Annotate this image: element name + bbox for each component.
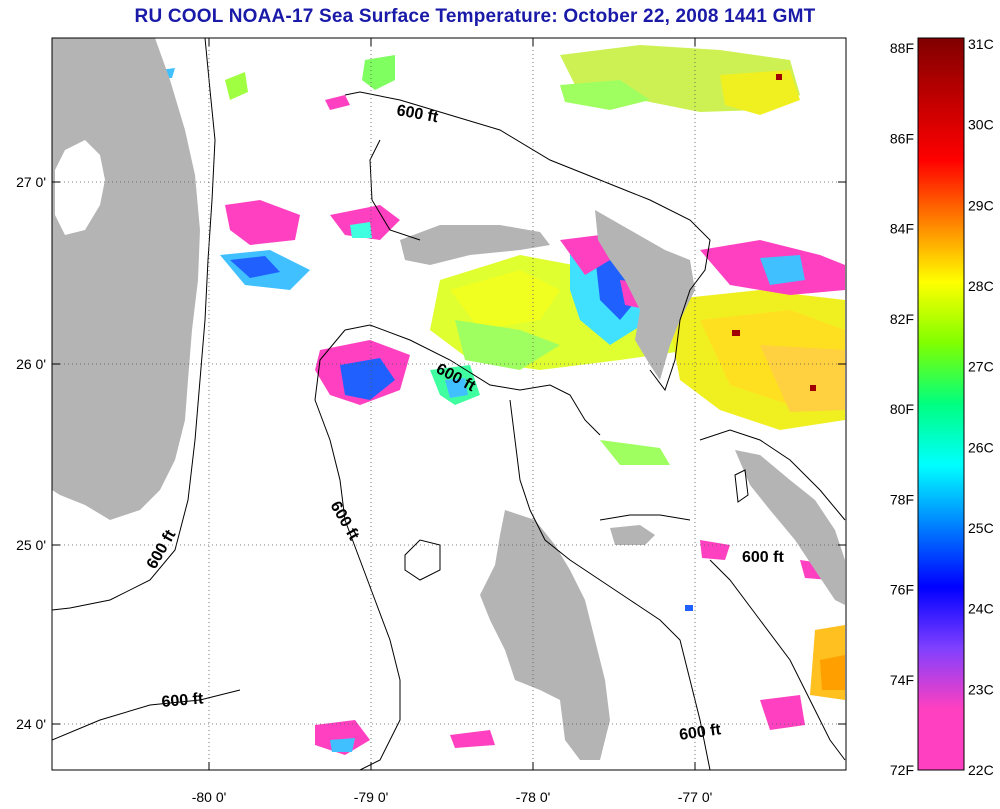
colorbar-fahrenheit-labels: 88F 86F 84F 82F 80F 78F 76F 74F 72F	[890, 40, 914, 778]
plot-frame	[51, 37, 847, 771]
x-tick-label: -80 0'	[192, 789, 227, 805]
colorbar-celsius-label: 31C	[968, 36, 994, 52]
colorbar-celsius-label: 22C	[968, 762, 994, 778]
y-tick-label: 26 0'	[16, 356, 46, 372]
colorbar-celsius-label: 26C	[968, 439, 994, 455]
colorbar-fahrenheit-label: 88F	[890, 40, 914, 56]
colorbar-fahrenheit-label: 82F	[890, 311, 914, 327]
x-tick-label: -77 0'	[678, 789, 713, 805]
colorbar-celsius-label: 27C	[968, 359, 994, 375]
colorbar-celsius-labels: 31C 30C 29C 28C 27C 26C 25C 24C 23C 22C	[968, 36, 994, 778]
colorbar-gradient	[917, 37, 965, 771]
y-tick-label: 25 0'	[16, 537, 46, 553]
colorbar-fahrenheit-label: 72F	[890, 762, 914, 778]
colorbar-celsius-label: 24C	[968, 601, 994, 617]
colorbar-fahrenheit-label: 74F	[890, 672, 914, 688]
x-tick-label: -79 0'	[354, 789, 389, 805]
colorbar-celsius-label: 29C	[968, 197, 994, 213]
grand-bahama-land	[400, 225, 550, 265]
depth-contours	[52, 38, 846, 770]
x-axis-labels: -80 0' -79 0' -78 0' -77 0'	[192, 789, 713, 805]
colorbar-fahrenheit-label: 86F	[890, 130, 914, 146]
colorbar-fahrenheit-label: 76F	[890, 582, 914, 598]
colorbar-fahrenheit-label: 80F	[890, 401, 914, 417]
colorbar-celsius-label: 30C	[968, 117, 994, 133]
depth-label: 600 ft	[742, 549, 784, 566]
x-tick-label: -78 0'	[516, 789, 551, 805]
colorbar-celsius-label: 23C	[968, 681, 994, 697]
y-tick-label: 24 0'	[16, 716, 46, 732]
andros-land	[480, 510, 610, 760]
colorbar: 31C 30C 29C 28C 27C 26C 25C 24C 23C 22C 88F 86F 84F…	[890, 36, 994, 778]
depth-label: 600 ft	[678, 721, 722, 744]
florida-land	[52, 38, 200, 520]
depth-label: 600 ft	[161, 690, 205, 711]
lake-okeechobee	[55, 140, 105, 235]
colorbar-fahrenheit-label: 84F	[890, 221, 914, 237]
tick-marks	[52, 38, 846, 770]
colorbar-celsius-label: 28C	[968, 278, 994, 294]
abaco-land	[595, 210, 695, 380]
land-layer	[52, 38, 845, 760]
eleuthera-land	[735, 450, 845, 605]
y-axis-labels: 27 0' 26 0' 25 0' 24 0'	[16, 174, 46, 732]
grid-lines	[52, 38, 846, 770]
new-providence-land	[610, 525, 655, 545]
colorbar-fahrenheit-label: 78F	[890, 491, 914, 507]
y-tick-label: 27 0'	[16, 174, 46, 190]
map-title: RU COOL NOAA-17 Sea Surface Temperature:…	[134, 6, 816, 27]
colorbar-celsius-label: 25C	[968, 520, 994, 536]
